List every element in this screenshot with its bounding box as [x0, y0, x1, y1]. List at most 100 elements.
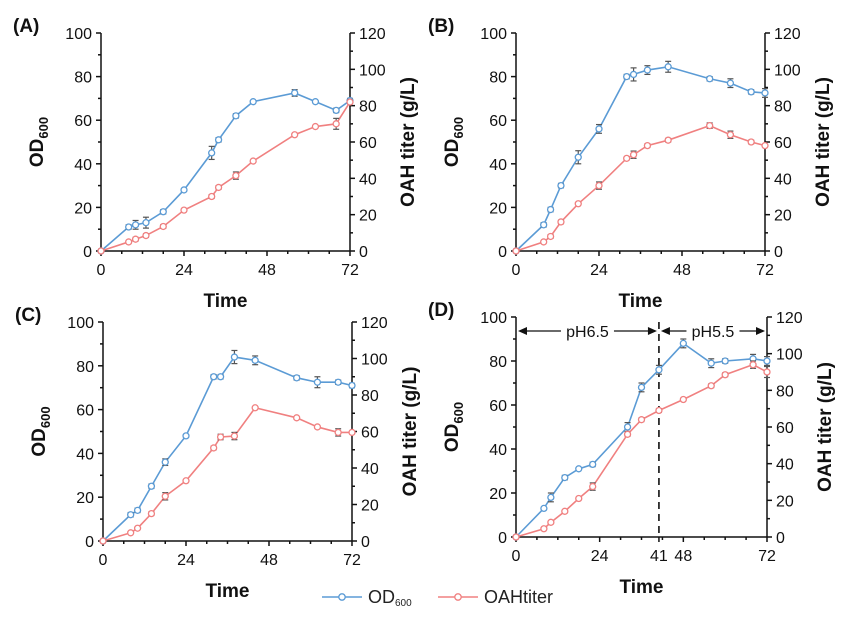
x-axis-label: Time [619, 577, 663, 598]
y-right-tick-label: 120 [774, 26, 801, 43]
y-right-tick-label: 80 [361, 388, 379, 405]
y-right-tick-label: 20 [776, 493, 794, 510]
data-point [643, 141, 652, 150]
data-point [230, 432, 239, 440]
x-tick-label: 72 [758, 548, 776, 565]
arrow-head-left [518, 327, 527, 335]
x-tick-label: 24 [177, 552, 195, 569]
data-point [182, 432, 190, 440]
data-point [348, 428, 356, 437]
y-right-tick-label: 20 [359, 208, 377, 225]
data-point [249, 98, 257, 106]
panel-label: (D) [428, 300, 454, 321]
data-point [623, 72, 631, 81]
chart-panel-1: 0 20 40 60 80 100 0 20 40 60 80 100 120 0 24 48 72 (A) Tim… [13, 16, 419, 312]
data-point [208, 149, 216, 157]
annotation-bg [686, 321, 740, 341]
data-point [313, 378, 322, 386]
data-point [216, 373, 225, 381]
data-point [214, 183, 223, 192]
y-right-tick-label: 80 [774, 99, 792, 116]
legend-oahtiter-label: OAHtiter [484, 587, 553, 607]
data-point [311, 98, 320, 106]
data-point [133, 506, 142, 514]
data-point [208, 192, 216, 201]
data-point [761, 89, 769, 97]
data-point [512, 247, 520, 255]
y-left-tick-label: 40 [489, 442, 507, 459]
data-point [214, 136, 223, 144]
y-left-tick-label: 0 [83, 244, 92, 261]
y-right-tick-label: 120 [361, 315, 388, 332]
legend-oahtiter-marker [454, 593, 462, 601]
y-right-tick-label: 60 [359, 135, 377, 152]
x-tick-label: 0 [99, 552, 108, 569]
ph-label: pH6.5 [566, 324, 609, 341]
data-point [346, 98, 354, 106]
y-left-tick-label: 0 [498, 244, 507, 261]
y-right-tick-label: 0 [359, 244, 368, 261]
chart-panel-2: 0 20 40 60 80 100 0 20 40 60 80 100 120 0 24 48 72 (B) Tim… [428, 16, 834, 312]
x-tick-label: 0 [512, 262, 521, 279]
data-point [749, 361, 757, 369]
y-right-tick-label: 100 [774, 62, 801, 79]
data-point [706, 75, 714, 83]
data-point [540, 525, 548, 533]
y-right-tick-label: 0 [361, 534, 370, 551]
data-point [512, 533, 520, 541]
x-tick-label: 72 [756, 262, 774, 279]
data-point [334, 378, 342, 386]
x-tick-label: 24 [175, 262, 193, 279]
data-point [664, 136, 672, 144]
data-point [180, 206, 188, 214]
data-point [547, 493, 555, 502]
data-point [655, 366, 663, 374]
data-point [557, 181, 565, 190]
data-point [232, 171, 240, 180]
data-point [142, 231, 150, 240]
y-left-tick-label: 80 [489, 70, 507, 87]
data-point [547, 518, 555, 526]
data-point [159, 222, 167, 231]
y-right-tick-label: 0 [774, 244, 783, 261]
y-right-tick-label: 100 [359, 62, 386, 79]
x-tick-label: 48 [258, 262, 276, 279]
y-left-tick-label: 40 [74, 157, 92, 174]
legend-oahtiter: OAHtiter [438, 587, 553, 607]
y-left-tick-label: 80 [489, 354, 507, 371]
x-tick-label: 24 [590, 262, 608, 279]
data-point [180, 186, 188, 194]
y-left-tick-label: 60 [489, 398, 507, 415]
data-point [721, 371, 729, 379]
data-point [540, 221, 548, 229]
data-point [561, 473, 569, 482]
y-right-tick-label: 40 [774, 171, 792, 188]
data-point [216, 433, 225, 441]
y-left-tick-label: 20 [76, 490, 94, 507]
x-tick-label: 0 [97, 262, 106, 279]
data-point [637, 416, 646, 424]
annotation-bg [560, 321, 614, 341]
y-axis-left-label: OD600 [29, 406, 53, 456]
x-tick-label: 41 [650, 548, 668, 565]
data-point [210, 444, 218, 452]
y-axis-left-label: OD600 [442, 117, 466, 167]
series-oahtiter [512, 122, 769, 255]
data-point [251, 356, 259, 364]
data-point [540, 238, 548, 246]
ph-annotation-1: pH6.5 [518, 321, 657, 341]
data-point [251, 404, 259, 412]
y-axis-right-label: OAH titer (g/L) [400, 367, 421, 497]
arrow-head-right [647, 327, 657, 335]
data-point [747, 88, 755, 96]
y-right-tick-label: 60 [361, 425, 379, 442]
y-left-tick-label: 40 [489, 157, 507, 174]
x-axis-label: Time [205, 581, 249, 602]
chart-panel-3: 0 20 40 60 80 100 0 20 40 60 80 100 120 0 24 48 72 (C) Tim… [15, 305, 421, 602]
y-left-tick-label: 0 [85, 534, 94, 551]
data-point [706, 122, 714, 130]
data-point [589, 482, 597, 491]
panel-label: (A) [13, 16, 39, 37]
